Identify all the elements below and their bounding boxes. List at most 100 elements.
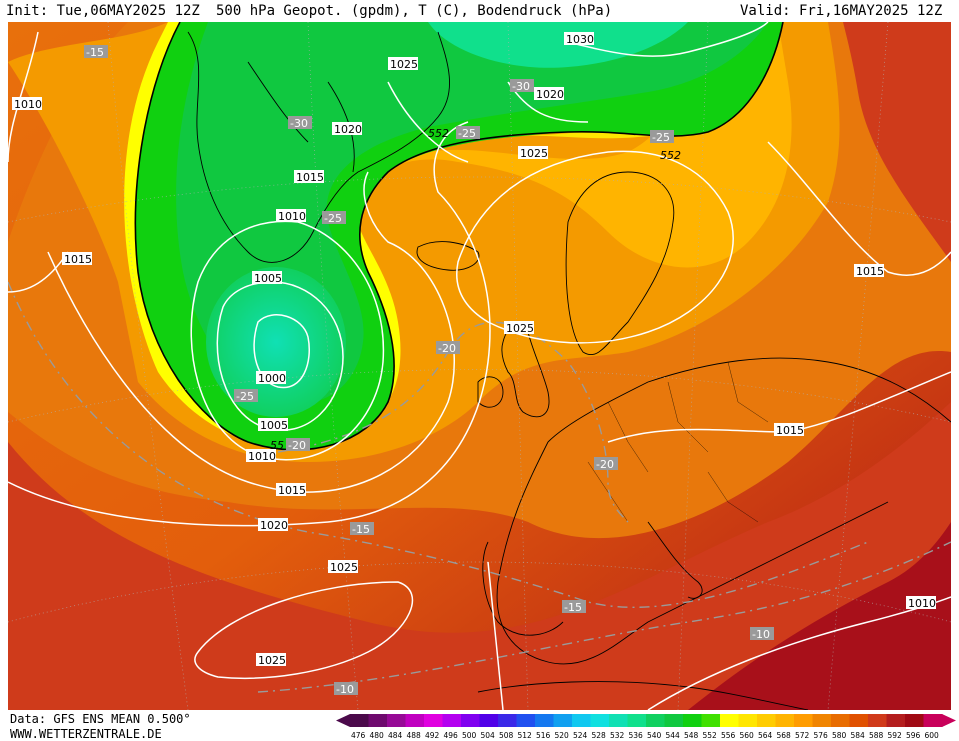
isobar-label: 1010 [246, 449, 276, 463]
isotherm-label: -25 [456, 126, 480, 140]
isotherm-label: -25 [322, 211, 346, 225]
isotherm-label: -20 [286, 438, 310, 452]
isotherm-label-text: -20 [288, 439, 306, 452]
isotherm-label: -20 [594, 457, 618, 471]
isobar-label: 1025 [388, 57, 418, 71]
legend-swatch [442, 714, 462, 727]
isotherm-label: -10 [750, 627, 774, 641]
isotherm-label-text: -15 [564, 601, 582, 614]
isotherm-label: -15 [84, 45, 108, 59]
isotherm-label-text: -20 [596, 458, 614, 471]
website-credit: WWW.WETTERZENTRALE.DE [10, 727, 162, 741]
legend-swatch [905, 714, 924, 727]
legend-swatch [590, 714, 610, 727]
isotherm-label-text: -10 [752, 628, 770, 641]
coast-africa [477, 681, 809, 710]
borders [587, 361, 769, 523]
isobar-label: 1015 [294, 170, 324, 184]
isobar-label-text: 1010 [908, 597, 936, 610]
legend-value: 588 [869, 731, 884, 739]
isobar-label: 1005 [258, 418, 288, 432]
legend-value: 560 [740, 731, 755, 739]
legend-value: 480 [370, 731, 385, 739]
legend-swatch [572, 714, 591, 727]
data-source: Data: GFS ENS MEAN 0.500° [10, 712, 191, 726]
legend-swatch [553, 714, 573, 727]
legend-swatch [775, 714, 795, 727]
legend-value: 532 [610, 731, 625, 739]
legend-value: 500 [462, 731, 477, 739]
isobar-label: 1025 [256, 653, 286, 667]
legend-value: 488 [407, 731, 422, 739]
legend-swatch [646, 714, 665, 727]
coast-scandinavia [565, 171, 675, 356]
isobar-label-text: 1015 [296, 171, 324, 184]
legend-value: 596 [906, 731, 921, 739]
legend-swatch [923, 714, 943, 727]
isobar-label: 1030 [564, 32, 594, 46]
field-zone-red-south [8, 402, 951, 710]
coast-greenland [187, 31, 450, 263]
legend-swatch [664, 714, 684, 727]
legend-swatch [794, 714, 813, 727]
isotherm-label-text: -25 [236, 390, 254, 403]
isobar-label: 1015 [774, 423, 804, 437]
legend-value: 520 [555, 731, 570, 739]
legend-swatch [683, 714, 702, 727]
legend-swatch [424, 714, 443, 727]
legend-swatch [868, 714, 887, 727]
coastlines [187, 31, 951, 710]
legend-swatch [516, 714, 536, 727]
isobar-1025-central [456, 150, 734, 344]
isobar-1010-low [190, 220, 385, 461]
isotherm-label: -30 [288, 116, 312, 130]
graticule [8, 22, 951, 710]
isotherm-label-text: -20 [438, 342, 456, 355]
geopotential-label: 552 [428, 127, 449, 140]
graticule-lat [8, 176, 951, 623]
isotherm-label: -15 [562, 600, 586, 614]
coast-ireland [477, 376, 504, 408]
isobar-label: 1000 [256, 371, 286, 385]
isotherm-minus-20 [277, 321, 629, 523]
isobar-label: 1020 [534, 87, 564, 101]
isobar-label: 1015 [276, 483, 306, 497]
init-time: Init: Tue,06MAY2025 12Z [6, 3, 200, 19]
field-zone-darkred-se [688, 522, 951, 710]
legend-value: 552 [703, 731, 718, 739]
isobar-label: 1020 [332, 122, 362, 136]
isobar-label-text: 1020 [260, 519, 288, 532]
isobar-label-text: 1000 [258, 372, 286, 385]
legend-swatch [886, 714, 906, 727]
legend-swatch [831, 714, 850, 727]
isotherm-label-text: -30 [512, 80, 530, 93]
legend-value: 524 [573, 731, 588, 739]
isotherm-minus-10 [257, 541, 951, 693]
isobar-1000 [253, 314, 310, 389]
map-header: Init: Tue,06MAY2025 12Z 500 hPa Geopot. … [0, 0, 959, 22]
legend-value: 528 [592, 731, 607, 739]
legend-swatch [609, 714, 628, 727]
isobar-label: 1025 [504, 321, 534, 335]
isobar-label: 1010 [12, 97, 42, 111]
isobar-label-text: 1020 [334, 123, 362, 136]
isobar-label-text: 1025 [258, 654, 286, 667]
isobar-label-text: 1010 [14, 98, 42, 111]
field-zone-low-core [206, 267, 346, 417]
valid-time: Valid: Fri,16MAY2025 12Z [740, 3, 943, 19]
legend-value: 504 [481, 731, 496, 739]
geopotential-labels: 552 552 55 [270, 127, 681, 452]
isobar-label: 1025 [328, 560, 358, 574]
isobar-label: 1025 [518, 146, 548, 160]
isobar-label-text: 1015 [64, 253, 92, 266]
legend-value: 540 [647, 731, 662, 739]
isobar-label-text: 1025 [506, 322, 534, 335]
isobar-label-text: 1025 [520, 147, 548, 160]
legend-swatch [535, 714, 554, 727]
isotherm-label-text: -25 [458, 127, 476, 140]
legend-swatch [461, 714, 480, 727]
legend-value: 476 [351, 731, 366, 739]
isobar-1015-east [767, 141, 951, 276]
coast-italy [647, 521, 703, 599]
coast-continent [496, 357, 951, 665]
